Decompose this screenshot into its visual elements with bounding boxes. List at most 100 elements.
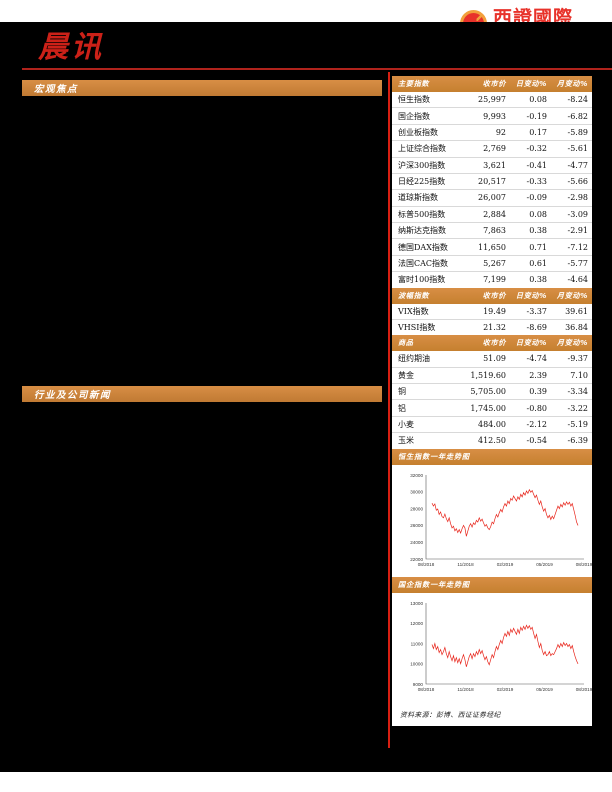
row-label: 纳斯达克指数 [392,222,466,240]
row-label: 纽约期油 [392,351,466,368]
cell-close-price: 21.32 [483,323,506,333]
table-row: 小麦 484.00 -2.12 -5.19 [392,416,592,434]
table-row: 德国DAX指数 11,650 0.71 -7.12 [392,238,592,256]
cell-monthly-change: 36.84 [565,323,588,333]
x-tick-label: 08/2019 [576,562,592,567]
row-label: 富时100指数 [398,275,446,285]
y-tick-label: 9000 [413,681,424,686]
table-row: 上证综合指数 2,769 -0.32 -5.61 [392,140,592,158]
row-label: 道琼斯指数 [392,189,466,207]
cell-daily-change: 0.17 [510,124,551,142]
chart-title-hscei: 国企指数一年走势图 [392,576,592,593]
table-row: 铝 1,745.00 -0.80 -3.22 [392,399,592,417]
table-row: 标普500指数 2,884 0.08 -3.09 [392,206,592,224]
cell-daily-change: -0.32 [510,140,551,158]
cell-monthly-change: -9.37 [551,351,592,368]
y-tick-label: 24000 [410,540,423,545]
table-row: 沪深300指数 3,621 -0.41 -4.77 [392,157,592,174]
cell-monthly-change: -5.77 [551,255,592,273]
row-label: 玉米 [398,436,414,446]
col-header-monthly: 月变动% [551,76,592,92]
cell-daily-change: -2.12 [510,416,551,434]
x-tick-label: 08/2018 [418,562,435,567]
table-header-row: 主要指数 收市价 日变动% 月变动% [392,76,592,92]
cell-close-price: 19.49 [466,303,510,320]
chart-hsi-1y: 22000 24000 26000 28000 30000 32000 08/2018 11/… [392,464,592,577]
cell-daily-change: 0.38 [529,275,547,285]
cell-monthly-change: -7.12 [551,238,592,256]
cell-daily-change: -0.80 [510,399,551,417]
cell-close-price: 7,199 [483,275,506,285]
cell-daily-change: 0.61 [510,255,551,273]
row-label: 标普500指数 [392,206,466,224]
table-row: 国企指数 9,993 -0.19 -6.82 [392,107,592,125]
row-label: 德国DAX指数 [392,238,466,256]
section-header-industry: 行业及公司新闻 [22,386,382,402]
cell-monthly-change: -3.22 [551,399,592,417]
cell-monthly-change: -3.09 [551,206,592,224]
column-divider [388,72,390,748]
cell-monthly-change: -5.19 [551,416,592,434]
col-header-monthly: 月变动% [551,287,592,304]
row-label: 日经225指数 [392,173,466,191]
cell-close-price: 1,519.60 [466,367,510,385]
col-header-daily: 日变动% [510,76,551,92]
table-row: VIX指数 19.49 -3.37 39.61 [392,303,592,320]
col-header-name: 波幅指数 [392,287,466,304]
table-commodities: 商品 收市价 日变动% 月变动% 纽约期油 51.09 -4.74 -9.37 黄金 1,… [392,335,592,449]
col-header-daily: 日变动% [510,287,551,304]
row-label: 恒生指数 [392,92,466,109]
y-tick-label: 30000 [410,489,423,494]
col-header-name: 主要指数 [392,76,466,92]
row-label: 国企指数 [392,107,466,125]
x-tick-label: 05/2019 [536,562,553,567]
market-data-panel: 主要指数 收市价 日变动% 月变动% 恒生指数 25,997 0.08 -8.24 国企… [392,76,592,726]
cell-monthly-change: -4.64 [567,275,588,285]
cell-monthly-change: -8.24 [551,92,592,109]
cell-monthly-change: 39.61 [551,303,592,320]
table-row: 日经225指数 20,517 -0.33 -5.66 [392,173,592,191]
chart-series-line [431,488,579,536]
cell-close-price: 2,769 [466,140,510,158]
chart-hscei-1y: 9000 10000 11000 12000 13000 08/2018 11/2018 02… [392,592,592,702]
table-row: 铜 5,705.00 0.39 -3.34 [392,383,592,401]
x-tick-label: 08/2018 [418,687,435,692]
cell-close-price: 412.50 [478,436,506,446]
table-row: 道琼斯指数 26,007 -0.09 -2.98 [392,189,592,207]
cell-daily-change: 2.39 [510,367,551,385]
table-row: 创业板指数 92 0.17 -5.89 [392,124,592,142]
section-label-macro: 宏观焦点 [34,84,79,95]
cell-close-price: 25,997 [466,92,510,109]
row-label: 铜 [392,383,466,401]
col-header-monthly: 月变动% [551,335,592,352]
cell-close-price: 51.09 [466,351,510,368]
cell-monthly-change: 7.10 [551,367,592,385]
cell-daily-change: 0.08 [510,206,551,224]
cell-monthly-change: -6.82 [551,107,592,125]
cell-daily-change: 0.08 [510,92,551,109]
footer-white-band [0,772,612,792]
row-label: 黄金 [392,367,466,385]
table-row: VHSI指数 21.32 -8.69 36.84 [392,319,592,335]
cell-daily-change: -8.69 [526,323,547,333]
table-row: 黄金 1,519.60 2.39 7.10 [392,367,592,385]
x-tick-label: 11/2018 [457,562,474,567]
cell-close-price: 484.00 [466,416,510,434]
cell-daily-change: 0.71 [510,238,551,256]
x-tick-label: 02/2019 [497,687,514,692]
source-note: 资料来源：彭博、西证证券经纪 [392,701,592,726]
masthead-divider [22,68,612,70]
row-label: 小麦 [392,416,466,434]
cell-close-price: 92 [466,124,510,142]
y-tick-label: 28000 [410,506,423,511]
cell-daily-change: -0.41 [510,157,551,174]
table-row: 恒生指数 25,997 0.08 -8.24 [392,92,592,109]
cell-daily-change: 0.38 [510,222,551,240]
cell-daily-change: 0.39 [510,383,551,401]
cell-monthly-change: -5.66 [551,173,592,191]
chart-hscei-svg: 9000 10000 11000 12000 13000 08/2018 11/2018 02… [410,600,592,692]
table-major-indices: 主要指数 收市价 日变动% 月变动% 恒生指数 25,997 0.08 -8.24 国企… [392,76,592,288]
row-label: 上证综合指数 [392,140,466,158]
cell-monthly-change: -3.34 [551,383,592,401]
